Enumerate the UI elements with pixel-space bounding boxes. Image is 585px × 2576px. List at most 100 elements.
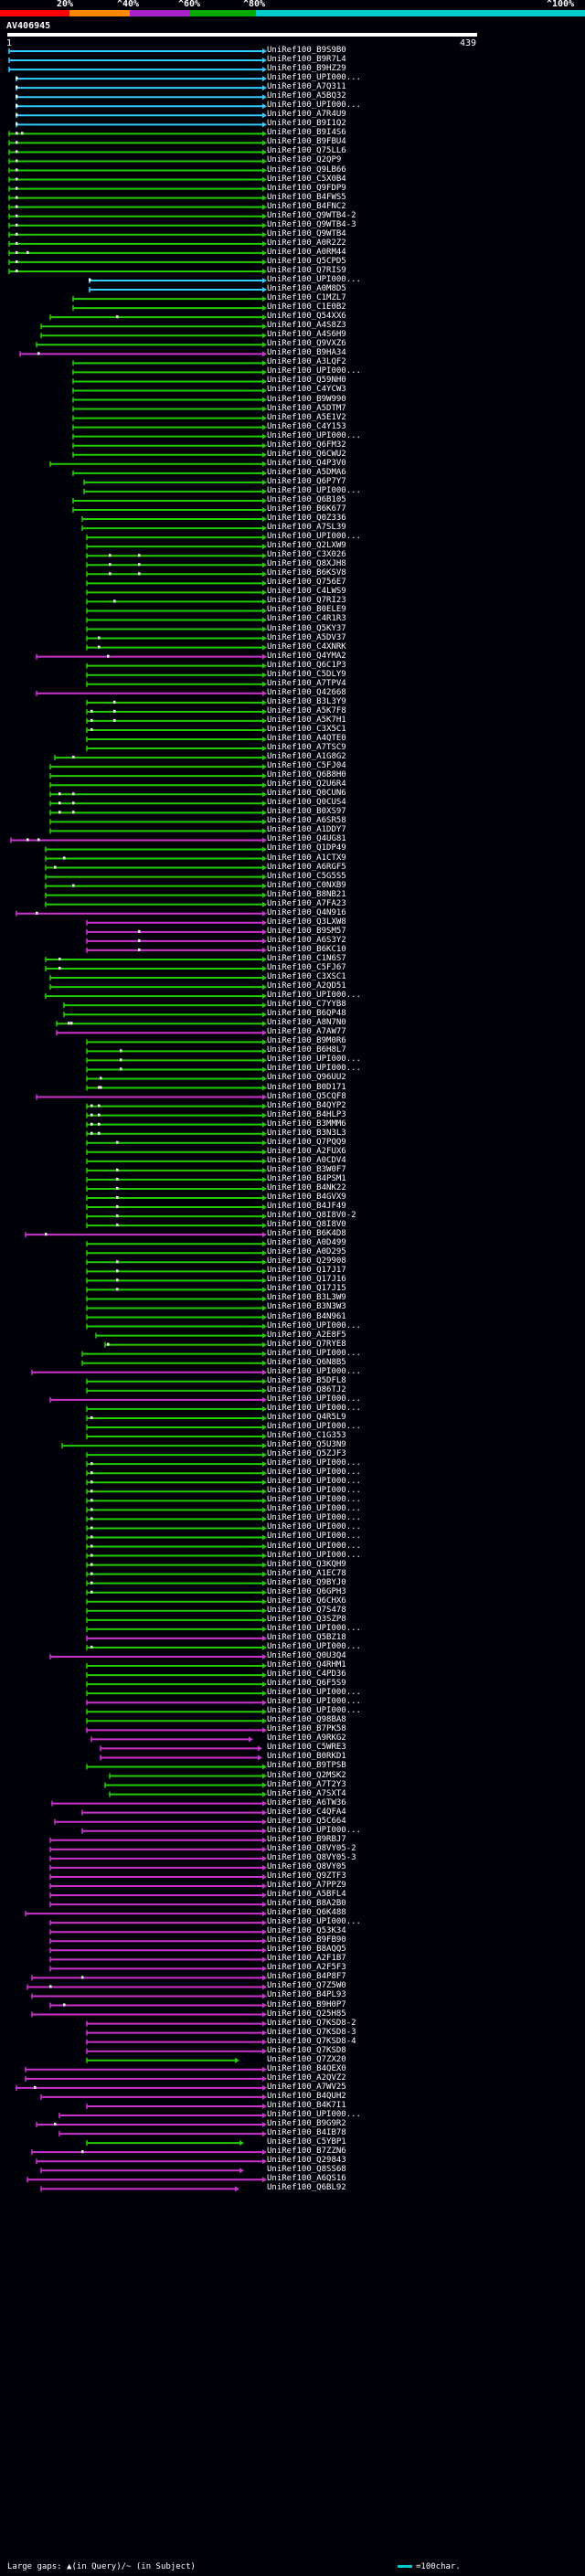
hit-label[interactable]: UniRef100_A7T2Y3 bbox=[267, 1779, 346, 1789]
hit-label[interactable]: UniRef100_A4S6H9 bbox=[267, 330, 346, 340]
hit-label[interactable]: UniRef100_UPI000... bbox=[267, 991, 361, 1001]
hit-label[interactable]: UniRef100_Q6CHX6 bbox=[267, 1595, 346, 1606]
hit-label[interactable]: UniRef100_C4LWS9 bbox=[267, 587, 346, 597]
hit-label[interactable]: UniRef100_UPI000... bbox=[267, 1403, 361, 1413]
hit-label[interactable]: UniRef100_B0RKD1 bbox=[267, 1752, 346, 1762]
hit-label[interactable]: UniRef100_C3XSC1 bbox=[267, 972, 346, 982]
hit-label[interactable]: UniRef100_UPI000... bbox=[267, 1623, 361, 1633]
hit-label[interactable]: UniRef100_UPI000... bbox=[267, 1504, 361, 1514]
hit-label[interactable]: UniRef100_UPI000... bbox=[267, 366, 361, 376]
hit-label[interactable]: UniRef100_UPI000... bbox=[267, 1513, 361, 1523]
hit-label[interactable]: UniRef100_Q6C1P3 bbox=[267, 660, 346, 670]
hit-label[interactable]: UniRef100_B0XS97 bbox=[267, 807, 346, 817]
hit-label[interactable]: UniRef100_B9W990 bbox=[267, 394, 346, 404]
hit-label[interactable]: UniRef100_C1N6S7 bbox=[267, 953, 346, 963]
hit-label[interactable]: UniRef100_UPI000... bbox=[267, 1064, 361, 1074]
hit-label[interactable]: UniRef100_B3N3L3 bbox=[267, 1128, 346, 1138]
hit-label[interactable]: UniRef100_A7TPV4 bbox=[267, 678, 346, 688]
hit-label[interactable]: UniRef100_A3LQF2 bbox=[267, 357, 346, 367]
hit-label[interactable]: UniRef100_Q75LL6 bbox=[267, 146, 346, 156]
hit-label[interactable]: UniRef100_Q6K488 bbox=[267, 1908, 346, 1918]
hit-label[interactable]: UniRef100_Q7KSD8-3 bbox=[267, 2027, 356, 2037]
hit-label[interactable]: UniRef100_Q9WTB4 bbox=[267, 228, 346, 239]
hit-label[interactable]: UniRef100_Q9FDP9 bbox=[267, 183, 346, 193]
hit-label[interactable]: UniRef100_A7R4U9 bbox=[267, 110, 346, 120]
hit-label[interactable]: UniRef100_A5BQ32 bbox=[267, 91, 346, 101]
hit-label[interactable]: UniRef100_UPI000... bbox=[267, 1366, 361, 1376]
hit-label[interactable]: UniRef100_A7PPZ9 bbox=[267, 1881, 346, 1890]
hit-label[interactable]: UniRef100_A6TW36 bbox=[267, 1797, 346, 1807]
hit-label[interactable]: UniRef100_A0M8D5 bbox=[267, 284, 346, 294]
hit-label[interactable]: UniRef100_B9SM57 bbox=[267, 926, 346, 936]
hit-label[interactable]: UniRef100_A4QTE0 bbox=[267, 734, 346, 743]
hit-label[interactable]: UniRef100_UPI000... bbox=[267, 1532, 361, 1542]
hit-label[interactable]: UniRef100_Q9LB66 bbox=[267, 164, 346, 175]
hit-label[interactable]: UniRef100_Q7Z5W0 bbox=[267, 1981, 346, 1991]
hit-label[interactable]: UniRef100_Q54XX6 bbox=[267, 312, 346, 322]
hit-label[interactable]: UniRef100_B4QEX0 bbox=[267, 2063, 346, 2073]
hit-label[interactable]: UniRef100_A5K7H1 bbox=[267, 715, 346, 725]
hit-label[interactable]: UniRef100_B4GVX9 bbox=[267, 1193, 346, 1202]
hit-label[interactable]: UniRef100_Q98BA8 bbox=[267, 1715, 346, 1725]
hit-label[interactable]: UniRef100_Q0Z336 bbox=[267, 514, 346, 524]
hit-label[interactable]: UniRef100_Q8VY05-3 bbox=[267, 1852, 356, 1862]
hit-label[interactable]: UniRef100_B4QUH2 bbox=[267, 2091, 346, 2101]
hit-label[interactable]: UniRef100_A7TSC9 bbox=[267, 743, 346, 753]
hit-label[interactable]: UniRef100_B9G9R2 bbox=[267, 2119, 346, 2129]
hit-label[interactable]: UniRef100_A6SR58 bbox=[267, 816, 346, 826]
hit-label[interactable]: UniRef100_B4IB78 bbox=[267, 2128, 346, 2138]
hit-label[interactable]: UniRef100_A1EC78 bbox=[267, 1568, 346, 1578]
hit-label[interactable]: UniRef100_Q8I8V0-2 bbox=[267, 1211, 356, 1221]
hit-label[interactable]: UniRef100_A1G8G2 bbox=[267, 752, 346, 762]
hit-label[interactable]: UniRef100_Q17J15 bbox=[267, 1284, 346, 1294]
hit-label[interactable]: UniRef100_B9HZ29 bbox=[267, 64, 346, 74]
hit-label[interactable]: UniRef100_Q29843 bbox=[267, 2156, 346, 2166]
hit-label[interactable]: UniRef100_UPI000... bbox=[267, 1422, 361, 1431]
hit-label[interactable]: UniRef100_Q2MSK2 bbox=[267, 1770, 346, 1780]
hit-label[interactable]: UniRef100_C5DLY9 bbox=[267, 669, 346, 679]
hit-label[interactable]: UniRef100_A0CDV4 bbox=[267, 1155, 346, 1165]
hit-label[interactable]: UniRef100_A5BFL4 bbox=[267, 1890, 346, 1900]
hit-label[interactable]: UniRef100_Q8VY05 bbox=[267, 1861, 346, 1871]
hit-label[interactable]: UniRef100_A7SXT4 bbox=[267, 1788, 346, 1798]
hit-label[interactable]: UniRef100_A7AW77 bbox=[267, 1027, 346, 1037]
hit-label[interactable]: UniRef100_A6S3Y2 bbox=[267, 935, 346, 945]
hit-label[interactable]: UniRef100_Q7RI23 bbox=[267, 596, 346, 606]
hit-label[interactable]: UniRef100_Q6N8B5 bbox=[267, 1357, 346, 1367]
hit-label[interactable]: UniRef100_B9RBJ7 bbox=[267, 1834, 346, 1844]
hit-label[interactable]: UniRef100_A2F1B7 bbox=[267, 1954, 346, 1964]
hit-label[interactable]: UniRef100_A7SL39 bbox=[267, 523, 346, 533]
hit-label[interactable]: UniRef100_B4FWS5 bbox=[267, 192, 346, 202]
hit-label[interactable]: UniRef100_Q5KY37 bbox=[267, 623, 346, 633]
hit-label[interactable]: UniRef100_UPI000... bbox=[267, 101, 361, 111]
hit-label[interactable]: UniRef100_B6KSV8 bbox=[267, 568, 346, 578]
hit-label[interactable]: UniRef100_B4QYP2 bbox=[267, 1100, 346, 1110]
hit-label[interactable]: UniRef100_C4PD36 bbox=[267, 1670, 346, 1680]
hit-label[interactable]: UniRef100_Q7RIS9 bbox=[267, 265, 346, 275]
hit-label[interactable]: UniRef100_UPI000... bbox=[267, 532, 361, 542]
hit-label[interactable]: UniRef100_A2F5F3 bbox=[267, 1963, 346, 1973]
hit-label[interactable]: UniRef100_A4S8Z3 bbox=[267, 321, 346, 331]
hit-label[interactable]: UniRef100_B4NK22 bbox=[267, 1182, 346, 1193]
hit-label[interactable]: UniRef100_Q6GPH3 bbox=[267, 1586, 346, 1596]
hit-label[interactable]: UniRef100_UPI000... bbox=[267, 1522, 361, 1532]
hit-label[interactable]: UniRef100_C4R1R3 bbox=[267, 614, 346, 624]
hit-label[interactable]: UniRef100_Q17J16 bbox=[267, 1275, 346, 1285]
hit-label[interactable]: UniRef100_Q5CQF8 bbox=[267, 1091, 346, 1101]
hit-label[interactable]: UniRef100_Q5U3N9 bbox=[267, 1440, 346, 1450]
hit-label[interactable]: UniRef100_UPI000... bbox=[267, 1320, 361, 1330]
hit-label[interactable]: UniRef100_UPI000... bbox=[267, 1541, 361, 1551]
hit-label[interactable]: UniRef100_B5DFL8 bbox=[267, 1375, 346, 1385]
hit-label[interactable]: UniRef100_C5FJ67 bbox=[267, 963, 346, 972]
hit-label[interactable]: UniRef100_Q4RHM1 bbox=[267, 1660, 346, 1670]
hit-label[interactable]: UniRef100_A0R2Z2 bbox=[267, 238, 346, 248]
hit-label[interactable]: UniRef100_UPI000... bbox=[267, 1458, 361, 1468]
hit-label[interactable]: UniRef100_Q8XJH8 bbox=[267, 559, 346, 569]
hit-label[interactable]: UniRef100_C1G353 bbox=[267, 1431, 346, 1441]
hit-label[interactable]: UniRef100_B9HA34 bbox=[267, 348, 346, 358]
hit-label[interactable]: UniRef100_B9M0R6 bbox=[267, 1036, 346, 1046]
hit-label[interactable]: UniRef100_A1CTX9 bbox=[267, 853, 346, 863]
hit-label[interactable]: UniRef100_B4P8F7 bbox=[267, 1972, 346, 1982]
hit-label[interactable]: UniRef100_B4JF49 bbox=[267, 1202, 346, 1212]
hit-label[interactable]: UniRef100_B6H8L7 bbox=[267, 1045, 346, 1055]
